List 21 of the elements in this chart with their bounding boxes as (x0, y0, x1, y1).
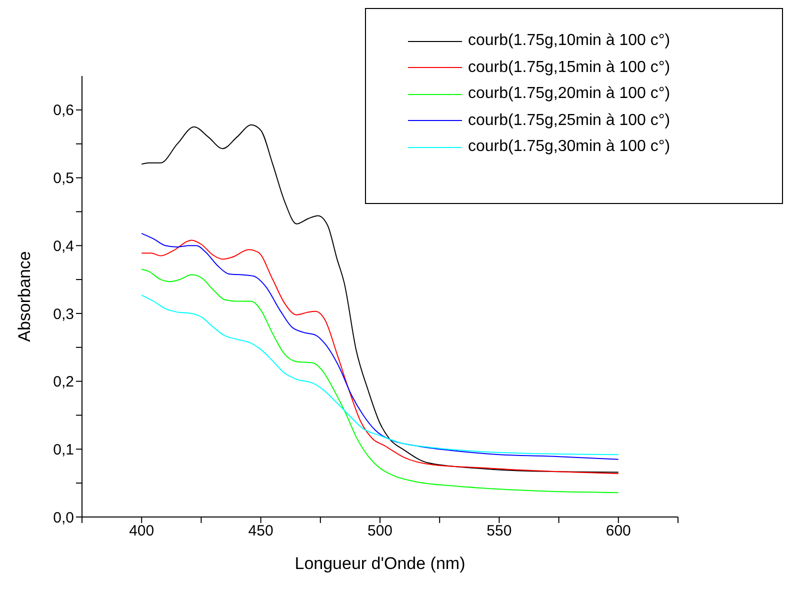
y-tick-label: 0,1 (53, 441, 74, 458)
x-tick-label: 550 (486, 522, 512, 540)
x-axis-title: Longueur d'Onde (nm) (294, 554, 466, 574)
y-tick-label: 0,0 (53, 509, 74, 526)
x-tick-label: 500 (367, 522, 393, 540)
y-tick-label: 0,3 (53, 306, 74, 323)
y-tick-label: 0,6 (53, 102, 74, 120)
legend-label: courb(1.75g,10min à 100 c°) (468, 32, 670, 50)
y-tick-label: 0,4 (53, 238, 74, 255)
line-series (141, 294, 619, 456)
y-axis-title: Absorbance (15, 251, 34, 342)
legend-label: courb(1.75g,30min à 100 c°) (468, 138, 670, 156)
legend-label: courb(1.75g,25min à 100 c°) (468, 112, 670, 130)
x-tick-label: 400 (129, 522, 154, 540)
x-tick-label: 450 (248, 522, 274, 540)
line-series (141, 268, 619, 494)
legend-label: courb(1.75g,15min à 100 c°) (468, 58, 670, 77)
y-tick-label: 0,2 (53, 374, 74, 391)
legend-label: courb(1.75g,20min à 100 c°) (468, 85, 670, 104)
y-tick-label: 0,5 (53, 170, 74, 188)
x-tick-label: 600 (606, 522, 631, 540)
